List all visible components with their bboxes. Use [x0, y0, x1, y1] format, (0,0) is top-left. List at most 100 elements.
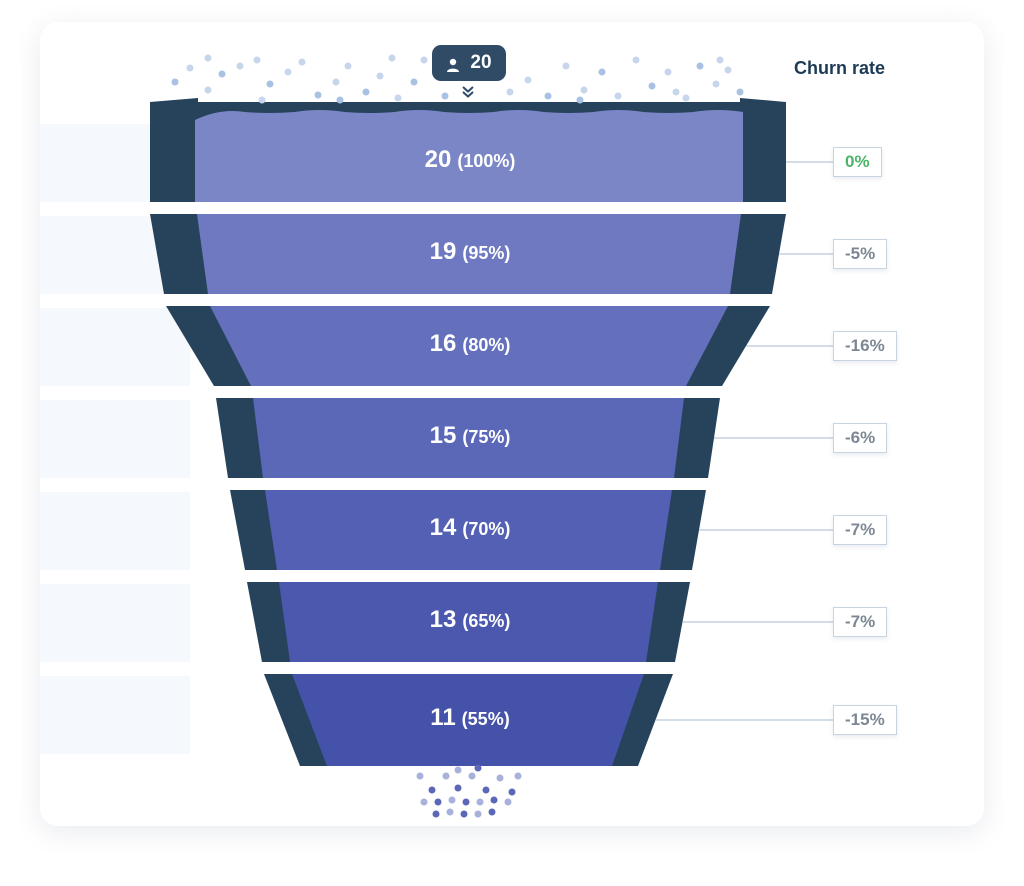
- row-band: [40, 492, 190, 570]
- total-value: 20: [470, 52, 492, 73]
- particle-dot: [332, 78, 340, 86]
- churn-rate-value: -6%: [833, 423, 888, 453]
- particle-dot: [218, 70, 226, 78]
- particle-dot: [388, 54, 396, 62]
- particle-dot: [474, 810, 482, 818]
- particle-dot: [506, 88, 514, 96]
- particle-dot: [448, 796, 456, 804]
- stage-value: 16: [429, 330, 457, 357]
- particle-dot: [474, 764, 482, 772]
- particle-dot: [468, 772, 476, 780]
- particle-dot: [258, 96, 266, 104]
- particle-dot: [266, 80, 274, 88]
- particle-dot: [253, 56, 261, 64]
- particle-dot: [314, 91, 322, 99]
- particle-dot: [476, 798, 484, 806]
- particle-dot: [416, 772, 424, 780]
- churn-rate-value: -15%: [833, 705, 897, 735]
- particle-dot: [632, 56, 640, 64]
- particle-dot: [460, 810, 468, 818]
- funnel-stage-bar: [253, 398, 684, 478]
- stage-value: 11: [430, 704, 456, 731]
- funnel-lip-left: [150, 98, 198, 120]
- particle-dot: [488, 808, 496, 816]
- row-band: [40, 400, 190, 478]
- churn-rate-value: -7%: [833, 607, 888, 637]
- particle-dot: [682, 94, 690, 102]
- particle-dot: [580, 86, 588, 94]
- stage-percent: (65%): [462, 611, 511, 631]
- particle-dot: [648, 82, 656, 90]
- row-band: [40, 584, 190, 662]
- particle-dot: [614, 92, 622, 100]
- particle-dot: [420, 798, 428, 806]
- funnel-stage-bar: [279, 582, 658, 662]
- particle-dot: [454, 766, 462, 774]
- particle-dot: [504, 798, 512, 806]
- row-band: [40, 676, 190, 754]
- stage-label: 11 (55%): [170, 704, 770, 732]
- funnel-lip-right: [740, 98, 786, 120]
- particle-dot: [496, 774, 504, 782]
- particle-dot: [336, 96, 344, 104]
- particle-dot: [432, 810, 440, 818]
- funnel-stage-bar: [195, 110, 743, 202]
- funnel-stages: [195, 110, 743, 766]
- particle-dot: [454, 784, 462, 792]
- stage-value: 20: [424, 146, 452, 173]
- stage-percent: (95%): [462, 243, 511, 263]
- particle-dot: [236, 62, 244, 70]
- stage-value: 14: [429, 514, 457, 541]
- row-band: [40, 308, 190, 386]
- particle-dot: [514, 772, 522, 780]
- stage-value: 13: [429, 606, 457, 633]
- particle-dot: [420, 56, 428, 64]
- particle-dot: [672, 88, 680, 96]
- funnel-stage-bar: [210, 306, 728, 386]
- stage-value: 15: [429, 422, 457, 449]
- particle-dot: [394, 94, 402, 102]
- stage-percent: (100%): [457, 151, 516, 171]
- funnel-stage-bar: [292, 674, 644, 766]
- particle-dot: [562, 62, 570, 70]
- particle-dot: [696, 62, 704, 70]
- funnel-stage-bar: [197, 214, 741, 294]
- particle-dot: [482, 786, 490, 794]
- particle-dot: [204, 54, 212, 62]
- particle-dot: [664, 68, 672, 76]
- particle-dot: [434, 798, 442, 806]
- particle-dot: [736, 88, 744, 96]
- stage-label: 15 (75%): [170, 422, 770, 450]
- particles: [171, 54, 744, 818]
- particle-dot: [284, 68, 292, 76]
- particle-dot: [376, 72, 384, 80]
- particle-dot: [344, 62, 352, 70]
- churn-rate-value: -16%: [833, 331, 897, 361]
- particle-dot: [724, 66, 732, 74]
- stage-label: 13 (65%): [170, 606, 770, 634]
- stage-percent: (55%): [461, 709, 510, 729]
- double-chevron-down-icon: [462, 86, 474, 98]
- particle-dot: [442, 772, 450, 780]
- user-icon: [446, 56, 460, 72]
- particle-dot: [446, 808, 454, 816]
- particle-dot: [428, 786, 436, 794]
- particle-dot: [441, 92, 449, 100]
- churn-rate-value: -5%: [833, 239, 888, 269]
- stage-label: 14 (70%): [170, 514, 770, 542]
- particle-dot: [298, 58, 306, 66]
- particle-dot: [490, 796, 498, 804]
- particle-dot: [716, 56, 724, 64]
- particle-dot: [544, 92, 552, 100]
- total-badge: 20: [432, 45, 506, 81]
- particle-dot: [410, 78, 418, 86]
- stage-percent: (75%): [462, 427, 511, 447]
- particle-dot: [204, 86, 212, 94]
- stage-percent: (80%): [462, 335, 511, 355]
- particle-dot: [576, 96, 584, 104]
- particle-dot: [712, 80, 720, 88]
- churn-rate-header: Churn rate: [794, 58, 886, 78]
- particle-dot: [462, 798, 470, 806]
- particle-dot: [171, 78, 179, 86]
